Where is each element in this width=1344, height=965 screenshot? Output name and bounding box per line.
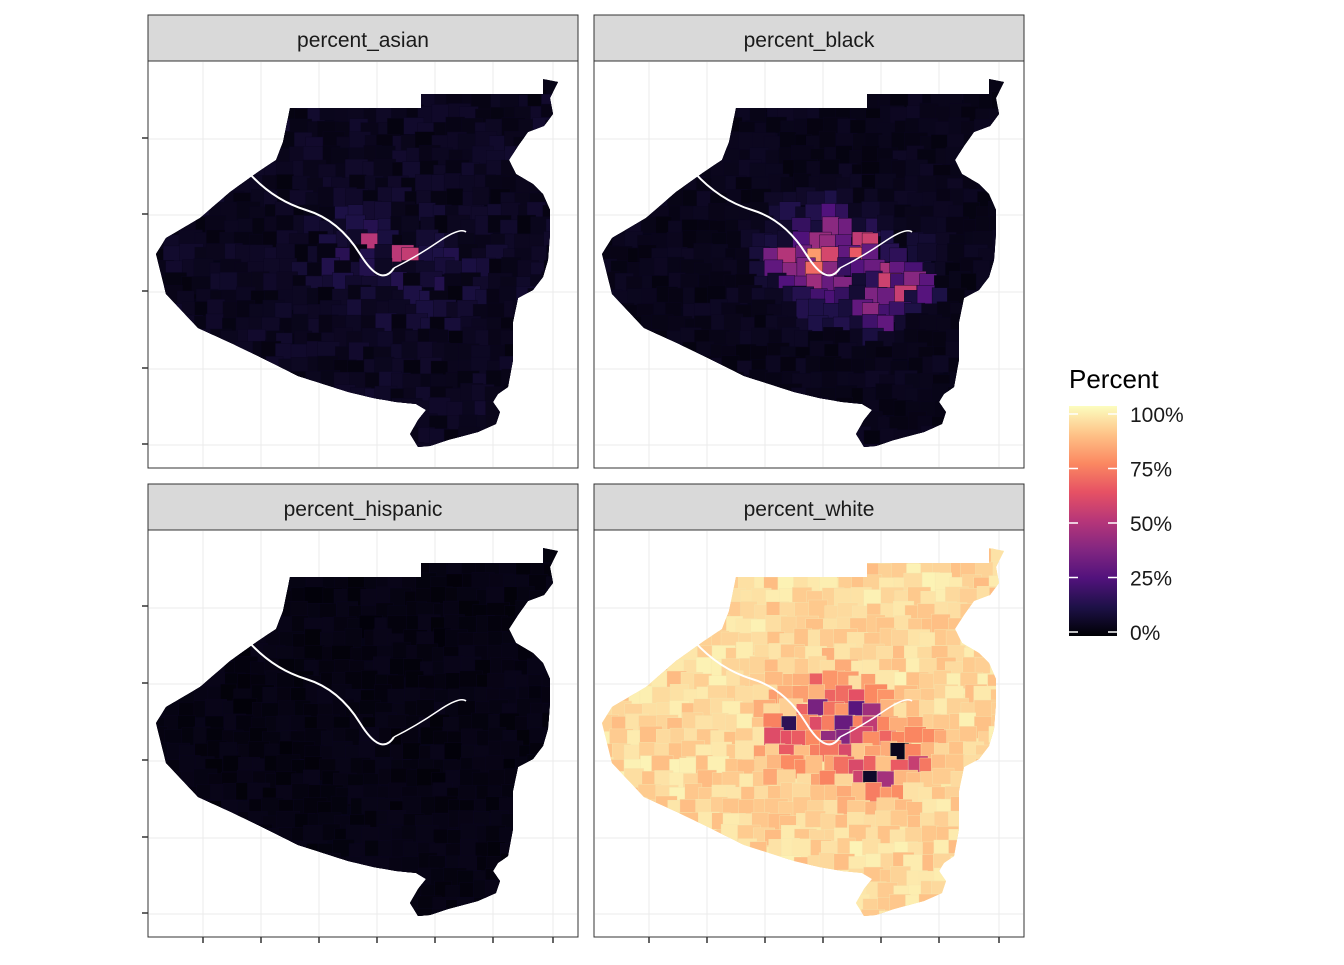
facet-strip-label: percent_white	[744, 498, 875, 521]
river-line	[693, 640, 841, 746]
river-line	[839, 699, 913, 738]
legend-tick-label: 75%	[1130, 459, 1172, 482]
river-line	[839, 230, 913, 269]
facet-panel-percent-black: percent_black	[593, 14, 1025, 469]
facet-strip	[147, 14, 579, 62]
facet-strip	[593, 14, 1025, 62]
axis-ticks	[142, 137, 1000, 943]
river-line	[247, 640, 395, 746]
facet-strip-label: percent_black	[744, 29, 875, 52]
legend-ticks: 100% 75% 50% 25% 0%	[1069, 404, 1184, 645]
river-line	[247, 171, 395, 277]
facet-strip	[147, 483, 579, 531]
river-line	[393, 699, 467, 738]
legend-tick-label: 50%	[1130, 513, 1172, 536]
legend-colorbar	[1069, 406, 1117, 636]
facet-panel-percent-hispanic: percent_hispanic	[147, 483, 579, 938]
facet-panel-percent-asian: percent_asian	[147, 14, 579, 469]
color-legend: Percent 100% 75% 50% 25% 0%	[1069, 364, 1184, 645]
facet-panel-percent-white: percent_white	[593, 483, 1025, 938]
legend-tick-label: 100%	[1130, 404, 1184, 427]
facet-strip	[593, 483, 1025, 531]
legend-tick-label: 25%	[1130, 568, 1172, 591]
facet-strip-label: percent_asian	[297, 29, 429, 52]
legend-title: Percent	[1069, 364, 1159, 394]
river-line	[393, 230, 467, 269]
river-line	[693, 171, 841, 277]
facet-strip-label: percent_hispanic	[284, 498, 443, 521]
legend-tick-label: 0%	[1130, 622, 1160, 645]
